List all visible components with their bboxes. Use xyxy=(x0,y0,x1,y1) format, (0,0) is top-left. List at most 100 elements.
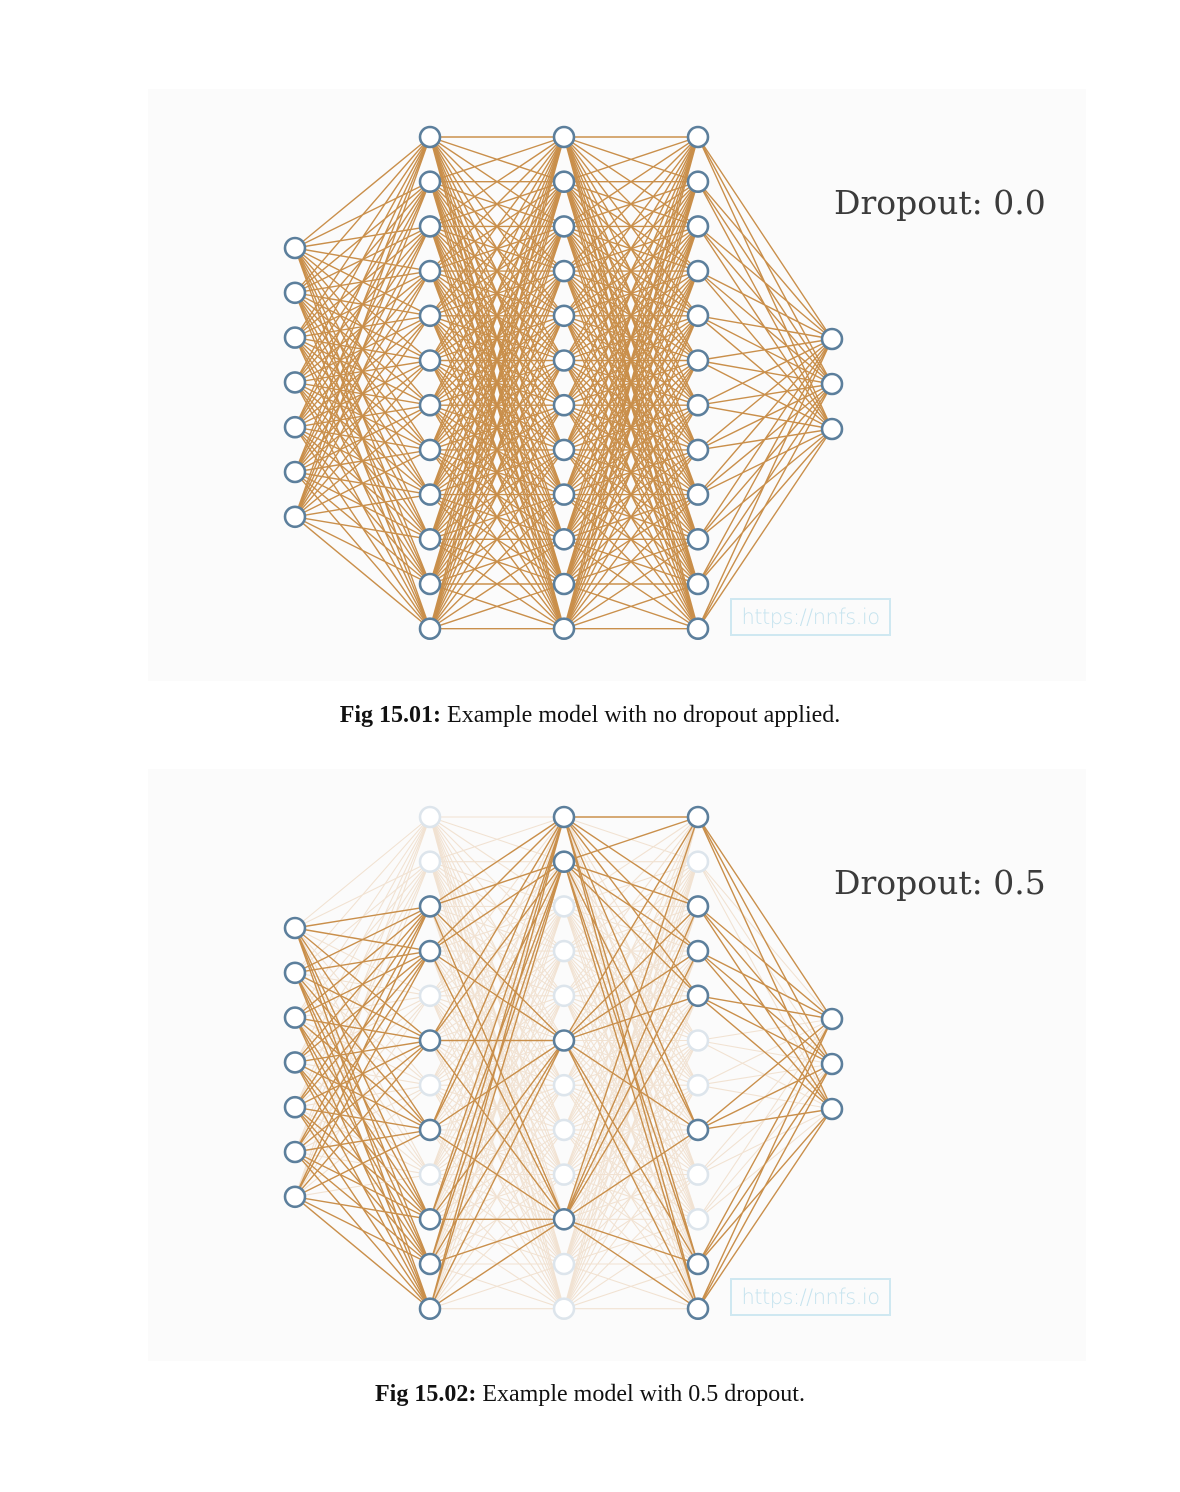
connection-edge xyxy=(563,494,699,630)
connection-edge xyxy=(429,816,565,1265)
dropped-connection-edge xyxy=(563,1129,699,1310)
dropped-neuron-hidden-1 xyxy=(418,984,442,1008)
connection-edge xyxy=(563,1218,699,1310)
dropped-neuron-hidden-2 xyxy=(552,1163,576,1186)
neuron-input xyxy=(283,916,307,940)
connection-edge xyxy=(563,816,699,907)
connection-edge xyxy=(429,270,565,629)
dropped-connections xyxy=(294,816,833,1310)
neuron-hidden-1 xyxy=(418,1118,442,1142)
connection-edge xyxy=(563,1218,699,1265)
dropped-neuron-hidden-2 xyxy=(552,1252,576,1276)
connection-edge xyxy=(563,1040,699,1265)
connection-edge xyxy=(563,360,699,630)
neuron-hidden-3 xyxy=(686,483,710,506)
connection-edge xyxy=(429,494,565,630)
neuron-input xyxy=(283,961,307,985)
connection-edge xyxy=(429,816,565,1131)
connection-edge xyxy=(429,136,565,495)
neuron-hidden-3 xyxy=(686,895,710,918)
caption-label: Fig 15.01: xyxy=(339,702,442,728)
dropped-neuron-hidden-3 xyxy=(686,850,710,873)
connection-edge xyxy=(563,136,699,629)
dropped-neuron-hidden-2 xyxy=(552,1118,576,1142)
dropped-neuron-hidden-1 xyxy=(418,1163,442,1186)
connection-edge xyxy=(429,449,565,630)
dropped-connection-edge xyxy=(563,1084,699,1309)
neuron-input xyxy=(283,1006,307,1029)
connection-edge xyxy=(429,136,565,585)
connection-edge xyxy=(563,906,699,1220)
connection-edge xyxy=(563,136,699,361)
connection-edge xyxy=(697,1063,833,1310)
connection-edge xyxy=(294,1196,431,1265)
neuron-input xyxy=(283,460,307,484)
neuron-hidden-3 xyxy=(686,215,710,238)
dropped-neuron-hidden-1 xyxy=(418,850,442,873)
connection-edge xyxy=(563,861,699,952)
dropped-neuron-hidden-2 xyxy=(552,984,576,1008)
connection-edge xyxy=(294,905,431,929)
neuron-input xyxy=(283,1185,307,1209)
connection-edge xyxy=(294,905,431,1019)
neuron-hidden-1 xyxy=(418,1252,442,1276)
neuron-hidden-1 xyxy=(418,527,442,551)
neuron-hidden-1 xyxy=(418,1207,442,1231)
neuron-input xyxy=(283,505,307,529)
connection-edge xyxy=(563,905,699,1041)
neuron-hidden-1 xyxy=(418,939,442,963)
dropped-neuron-hidden-2 xyxy=(552,1073,576,1097)
connection-edge xyxy=(429,1218,565,1310)
connection-edge xyxy=(697,1108,833,1310)
connection-edge xyxy=(294,516,431,630)
neuron-hidden-3 xyxy=(686,939,710,963)
neuron-hidden-1 xyxy=(418,617,442,641)
connection-edge xyxy=(429,136,565,183)
neuron-hidden-2 xyxy=(552,393,576,417)
connection-edge xyxy=(429,136,565,361)
connection-edge xyxy=(697,995,833,1110)
connection-edge xyxy=(697,225,833,340)
connection-edge xyxy=(294,449,431,518)
neuron-hidden-3 xyxy=(686,259,710,283)
connection-edge xyxy=(697,816,833,1065)
connection-edge xyxy=(563,136,699,227)
connection-edge xyxy=(697,905,833,1020)
neuron-hidden-3 xyxy=(686,572,710,596)
connection-edge xyxy=(429,181,565,629)
connection-edge xyxy=(429,1040,565,1310)
connection-edge xyxy=(429,816,565,1309)
dropped-connection-edge xyxy=(429,906,565,1309)
connection-edge xyxy=(429,538,565,630)
connection-edge xyxy=(429,816,565,1041)
connection-edge xyxy=(697,338,833,451)
active-connections xyxy=(294,136,833,630)
neuron-input xyxy=(283,371,307,394)
connection-edge xyxy=(563,315,699,629)
dropped-connection-edge xyxy=(429,1263,565,1310)
connection-edge xyxy=(563,449,699,630)
neuron-hidden-3 xyxy=(686,1297,710,1321)
connection-edge xyxy=(563,136,699,585)
connection-edge xyxy=(697,338,833,585)
neuron-hidden-2 xyxy=(552,805,576,829)
dropped-connection-edge xyxy=(563,1263,699,1310)
connection-edge xyxy=(294,516,431,585)
neuron-input xyxy=(283,1095,307,1119)
neuron-hidden-1 xyxy=(418,393,442,417)
dropped-neuron-hidden-3 xyxy=(686,1029,710,1052)
connection-edge xyxy=(563,950,699,1042)
neuron-hidden-2 xyxy=(552,215,576,238)
connection-edge xyxy=(563,816,699,1265)
dropped-neuron-hidden-3 xyxy=(686,1207,710,1231)
dropped-connection-edge xyxy=(294,816,431,929)
connection-edge xyxy=(294,906,431,1198)
connection-edge xyxy=(563,270,699,629)
neuron-input xyxy=(283,1140,307,1164)
neuron-hidden-3 xyxy=(686,805,710,829)
neuron-output xyxy=(820,372,844,396)
connection-edge xyxy=(429,360,565,630)
connection-edge xyxy=(563,1129,699,1220)
connection-edge xyxy=(563,816,699,1220)
connection-edge xyxy=(697,816,833,1020)
